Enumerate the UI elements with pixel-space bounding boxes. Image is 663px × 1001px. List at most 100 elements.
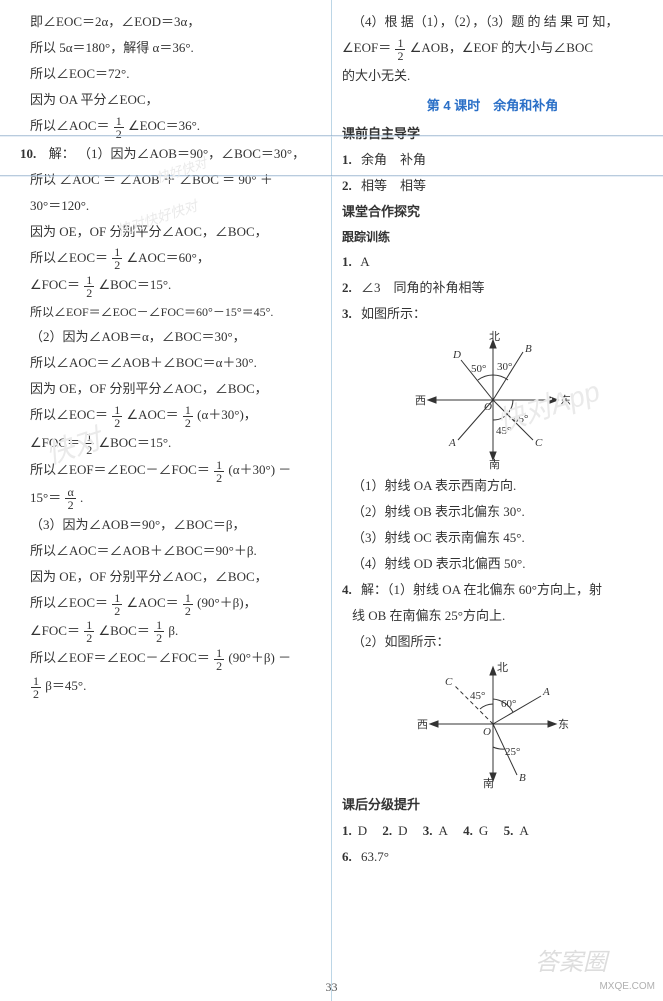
answer-line: 4. 解：（1）射线 OA 在北偏东 60°方向上，射 [342,578,643,602]
answer-line: 2. 相等 相等 [342,174,643,198]
text-span: ∠AOC＝ [127,407,179,422]
answer: ∠3 同角的补角相等 [361,280,485,295]
text-span: . [80,490,83,505]
fraction: 12 [183,592,193,617]
ang-b: 25° [505,746,520,758]
pt-O: O [484,401,492,413]
answer: 余角 补角 [361,152,426,167]
fraction: 12 [214,647,224,672]
fraction: 12 [112,404,122,429]
text-line: 所以∠EOC＝ 12 ∠AOC＝60°， [20,246,321,272]
text-span: ∠BOC＝15°. [98,277,171,292]
ang-c1: 45° [496,425,511,437]
text-span: （1）因为∠AOB＝90°，∠BOC＝30°， [78,146,305,161]
section-heading-2: 课堂合作探究 [342,200,643,224]
text-line: （4）射线 OD 表示北偏西 50°. [342,552,643,576]
text-line: 线 OB 在南偏东 25°方向上. [342,604,643,628]
answer-line: 1. A [342,250,643,274]
dir-n: 北 [497,661,508,674]
text-span: 所以∠EOC＝ [30,250,108,265]
dir-s: 南 [483,777,494,789]
pt-B: B [525,343,532,355]
ang-d: 50° [471,363,486,375]
text-line: 即∠EOC＝2α，∠EOD＝3α， [20,10,321,34]
text-span: 所以∠EOC＝ [30,407,108,422]
answer: 相等 相等 [361,178,426,193]
answer: G [479,823,488,838]
item-number: 5. [504,823,514,838]
text-span: ∠AOC＝ [127,595,179,610]
text-span: (90°＋β) － [228,650,291,665]
pt-C: C [445,676,453,688]
text-span: 所以∠EOF＝∠EOC－∠FOC＝ [30,462,210,477]
rule-line-2 [0,175,663,177]
text-span: 所以∠EOC＝ [30,595,108,610]
right-column: （4）根 据（1），（2），（3）题 的 结 果 可 知， ∠EOF＝ 12 ∠… [334,0,651,1001]
item-number: 3. [423,823,433,838]
item-number: 4. [342,582,352,597]
ang-b: 30° [497,361,512,373]
dir-s: 南 [489,458,500,470]
subheading: 跟踪训练 [342,226,643,248]
text-line: 12 β＝45°. [20,674,321,700]
text-line: （2）因为∠AOB＝α，∠BOC＝30°， [20,325,321,349]
answer-line: 1. 余角 补角 [342,148,643,172]
text-span: 所以∠AOC＝ [30,118,109,133]
dir-n: 北 [489,330,500,343]
item-number: 1. [342,152,352,167]
text-span: (α＋30°) － [228,462,291,477]
dir-e: 东 [560,394,571,407]
text-span: 15°＝ [30,490,61,505]
pt-D: D [452,349,461,361]
item-number: 4. [463,823,473,838]
text-line: （3）因为∠AOB＝90°，∠BOC＝β， [20,513,321,537]
text-line: 所以∠EOF＝∠EOC－∠FOC＝60°－15°＝45°. [20,301,321,323]
text-span: (α＋30°)， [197,407,257,422]
text-line: 因为 OE，OF 分别平分∠AOC，∠BOC， [20,565,321,589]
text-span: ∠EOC＝36°. [128,118,200,133]
text-line: 所以∠AOC＝∠AOB＋∠BOC＝α＋30°. [20,351,321,375]
text-line: 所以∠EOC＝72°. [20,62,321,86]
text-line: ∠EOF＝ 12 ∠AOB，∠EOF 的大小与∠BOC [342,36,643,62]
answer-line: 6. 63.7° [342,845,643,869]
lesson-heading: 第 4 课时 余角和补角 [342,94,643,118]
text-span: 解： [49,146,75,161]
item-number: 2. [342,280,352,295]
answer: 63.7° [361,849,389,864]
fraction: 12 [112,246,122,271]
fraction: 12 [112,592,122,617]
page-container: 即∠EOC＝2α，∠EOD＝3α， 所以 5α＝180°，解得 α＝36°. 所… [0,0,663,1001]
text-line: 所以∠EOC＝ 12 ∠AOC＝ 12 (α＋30°)， [20,403,321,429]
text-line: （3）射线 OC 表示南偏东 45°. [342,526,643,550]
mc-answers: 1.D 2.D 3.A 4.G 5.A [342,819,643,843]
answer: 如图所示： [361,306,426,321]
q10-number: 10. [20,146,36,161]
answer: D [358,823,367,838]
item-number: 1. [342,823,352,838]
answer: A [439,823,448,838]
pt-B: B [519,772,526,784]
text-span: ∠FOC＝ [30,623,80,638]
dir-w: 西 [417,719,428,731]
text-span: ∠AOC＝60°， [127,250,210,265]
text-span: ∠FOC＝ [30,277,80,292]
answer: D [398,823,407,838]
answer-line: 2. ∠3 同角的补角相等 [342,276,643,300]
column-divider [331,0,332,1001]
text-line: 的大小无关. [342,64,643,88]
fraction: 12 [395,37,405,62]
fraction: 12 [214,459,224,484]
text-span: β. [168,623,178,638]
text-span: ∠AOB，∠EOF 的大小与∠BOC [410,40,593,55]
text-span: (90°＋β)， [197,595,256,610]
text-span: ∠BOC＝15°. [98,435,171,450]
dir-w: 西 [415,395,426,407]
text-span: β＝45°. [45,678,86,693]
fraction: 12 [183,404,193,429]
dir-e: 东 [558,718,569,731]
text-line: 所以∠EOF＝∠EOC－∠FOC＝ 12 (90°＋β) － [20,646,321,672]
fraction: 12 [154,619,164,644]
text-line: 因为 OE，OF 分别平分∠AOC，∠BOC， [20,220,321,244]
compass-figure-1: 北 南 东 西 B D C A O 30° 50° 45° 45° [413,330,573,470]
text-line: 因为 OA 平分∠EOC， [20,88,321,112]
